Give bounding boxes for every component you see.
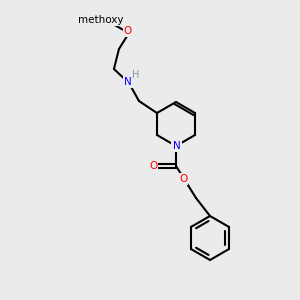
- Text: O: O: [149, 161, 157, 171]
- Text: N: N: [172, 140, 180, 150]
- Text: O: O: [124, 26, 132, 36]
- Text: H: H: [132, 70, 140, 80]
- Text: N: N: [173, 141, 181, 151]
- Text: N: N: [124, 77, 132, 87]
- Text: O: O: [179, 174, 187, 184]
- Text: methoxy: methoxy: [78, 15, 124, 25]
